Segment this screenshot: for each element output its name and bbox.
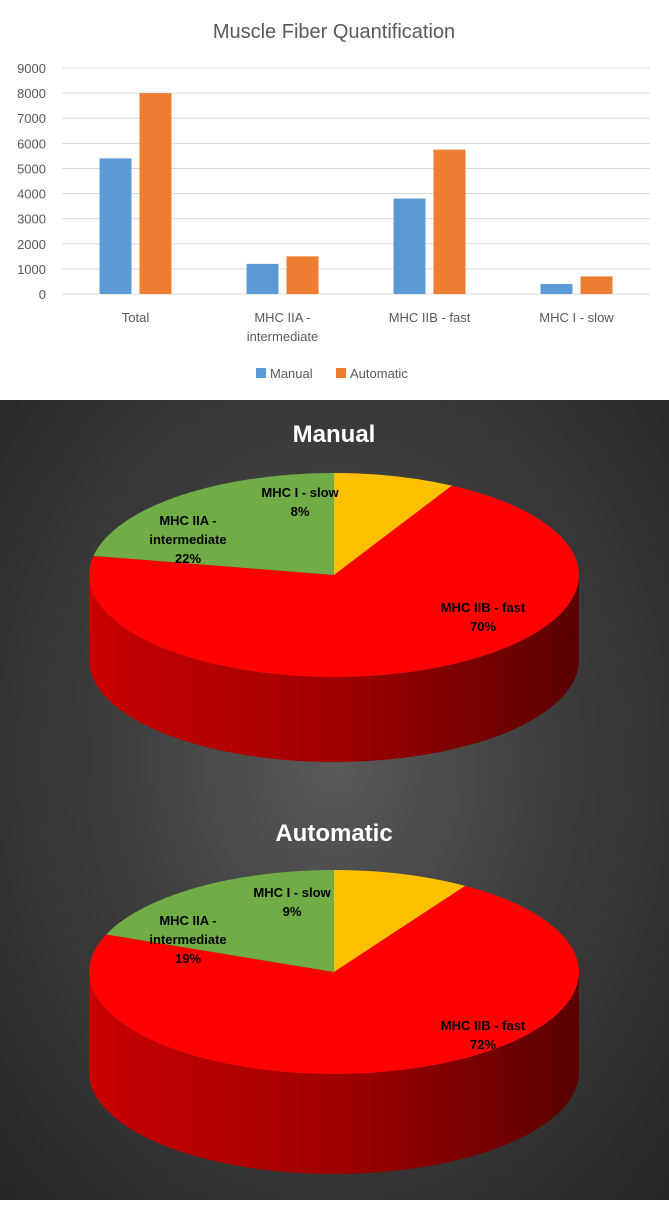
y-tick-label: 1000 — [17, 262, 46, 277]
y-tick-label: 7000 — [17, 111, 46, 126]
x-tick-label: MHC I - slow — [539, 310, 614, 325]
x-tick-label: Total — [122, 310, 150, 325]
legend-swatch-automatic — [336, 368, 346, 378]
pie-slice-mhc-iib-fast — [89, 485, 579, 677]
bar-automatic-mhc-iia-intermediate — [286, 256, 319, 294]
y-tick-label: 6000 — [17, 136, 46, 151]
y-tick-label: 3000 — [17, 212, 46, 227]
bar-chart: Muscle Fiber Quantification 0 1000 2000 3000… — [17, 21, 650, 381]
pie-side-wall — [89, 575, 579, 762]
legend-swatch-manual — [256, 368, 266, 378]
pie-title: Automatic — [275, 820, 392, 847]
y-tick-label: 9000 — [17, 61, 46, 76]
bar-chart-panel: Muscle Fiber Quantification 0 1000 2000 3000… — [0, 0, 669, 400]
y-tick-label: 2000 — [17, 237, 46, 252]
bar-automatic-total — [139, 93, 172, 294]
bar-manual-mhc-i-slow — [540, 283, 573, 294]
bar-manual-mhc-iib-fast — [393, 198, 426, 294]
pie-chart-manual: Manual MHC I - slow 8% MHC IIB - fast 70% MHC… — [89, 421, 579, 762]
bar-manual-total — [99, 158, 132, 294]
pie-data-label: MHC IIA -intermediate 22% — [149, 513, 226, 566]
y-tick-label: 0 — [39, 287, 46, 302]
bar-automatic-mhc-i-slow — [580, 276, 613, 294]
pie-chart-automatic: Automatic MHC I - slow 9% MHC IIB - fast 72%… — [88, 820, 579, 1174]
pie-slice-mhc-iib-fast — [88, 885, 579, 1075]
bar-manual-mhc-iia-intermediate — [246, 263, 279, 294]
pie-data-label: MHC I - slow 8% — [261, 485, 339, 519]
legend-label-automatic: Automatic — [350, 366, 408, 381]
pie-slice-mhc-iia-intermediate — [93, 473, 334, 575]
x-tick-label: MHC IIA -intermediate — [247, 310, 319, 344]
legend-label-manual: Manual — [270, 366, 313, 381]
pie-title: Manual — [293, 421, 376, 448]
pie-slice-mhc-iia-intermediate — [106, 870, 334, 972]
y-tick-label: 4000 — [17, 187, 46, 202]
pie-data-label: MHC IIB - fast 72% — [441, 1018, 526, 1052]
pie-slice-mhc-i-slow — [334, 870, 466, 972]
pie-charts: Manual MHC I - slow 8% MHC IIB - fast 70% MHC… — [88, 421, 579, 1174]
pie-side-wall — [89, 972, 579, 1174]
pie-data-label: MHC IIB - fast 70% — [441, 600, 526, 634]
pie-data-label: MHC I - slow 9% — [253, 885, 331, 919]
bar-automatic-mhc-iib-fast — [433, 149, 466, 294]
pie-slice-mhc-i-slow — [334, 473, 453, 575]
x-tick-label: MHC IIB - fast — [389, 310, 471, 325]
pie-data-label: MHC IIA -intermediate 19% — [149, 913, 226, 966]
y-tick-label: 5000 — [17, 161, 46, 176]
chart-title: Muscle Fiber Quantification — [213, 21, 455, 43]
pie-charts-panel: Manual MHC I - slow 8% MHC IIB - fast 70% MHC… — [0, 400, 669, 1200]
y-tick-label: 8000 — [17, 86, 46, 101]
